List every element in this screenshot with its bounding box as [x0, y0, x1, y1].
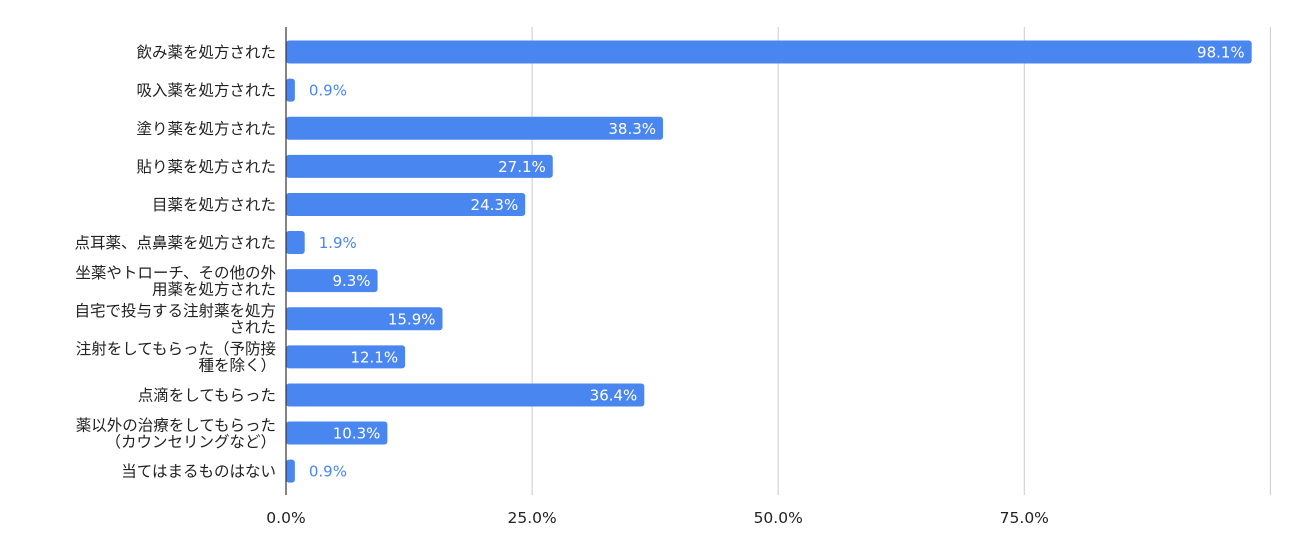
- bar: [286, 78, 295, 102]
- value-label: 15.9%: [388, 310, 436, 328]
- category-label: 坐薬やトローチ、その他の外: [75, 264, 276, 282]
- value-label: 36.4%: [590, 386, 638, 404]
- value-labels: 98.1% 0.9% 38.3% 27.1% 24.3% 1.9% 9.3% 15.9% 12.…: [309, 44, 1245, 481]
- x-axis-ticks: 0.0% 25.0% 50.0% 75.0%: [266, 509, 1049, 527]
- bar: [286, 116, 664, 140]
- category-label: 自宅で投与する注射薬を処方: [74, 302, 276, 320]
- bar: [286, 345, 406, 369]
- value-label: 9.3%: [332, 272, 370, 290]
- value-label: 0.9%: [309, 463, 347, 481]
- category-label: 種を除く）: [198, 357, 276, 375]
- bar: [286, 154, 553, 178]
- value-label: 38.3%: [608, 120, 656, 138]
- x-tick-label: 50.0%: [754, 509, 803, 527]
- value-label: 0.9%: [309, 82, 347, 100]
- category-label: された: [229, 319, 276, 337]
- bar: [286, 383, 645, 407]
- x-tick-label: 25.0%: [507, 509, 556, 527]
- category-label: 飲み薬を処方された: [136, 44, 276, 62]
- bar: [286, 269, 378, 293]
- value-label: 24.3%: [471, 196, 519, 214]
- category-label: 薬以外の治療をしてもらった: [76, 416, 276, 434]
- bar: [286, 421, 388, 445]
- category-label: 注射をしてもらった（予防接: [76, 340, 276, 358]
- category-label: 貼り薬を処方された: [136, 158, 276, 176]
- x-tick-label: 0.0%: [266, 509, 305, 527]
- value-label: 10.3%: [333, 425, 381, 443]
- category-label: 点耳薬、点鼻薬を処方された: [74, 234, 276, 252]
- value-label: 98.1%: [1197, 44, 1245, 62]
- value-label: 12.1%: [350, 348, 398, 366]
- bar: [286, 459, 295, 483]
- value-label: 27.1%: [498, 158, 546, 176]
- category-label: 吸入薬を処方された: [136, 82, 276, 100]
- category-label: （カウンセリングなど）: [105, 433, 276, 451]
- x-tick-label: 75.0%: [1000, 509, 1049, 527]
- gridlines: [531, 27, 1271, 495]
- value-label: 1.9%: [319, 234, 357, 252]
- category-label: 用薬を処方された: [152, 280, 276, 298]
- category-label: 塗り薬を処方された: [136, 119, 276, 138]
- category-label: 当てはまるものはない: [121, 463, 276, 481]
- bars: [286, 40, 1252, 483]
- category-labels: 飲み薬を処方された吸入薬を処方された塗り薬を処方された貼り薬を処方された目薬を処…: [74, 44, 276, 481]
- bar: [286, 192, 526, 216]
- category-label: 点滴をしてもらった: [138, 386, 276, 404]
- bar: [286, 231, 305, 255]
- bar: [286, 307, 443, 331]
- category-label: 目薬を処方された: [152, 196, 276, 214]
- bar: [286, 40, 1252, 64]
